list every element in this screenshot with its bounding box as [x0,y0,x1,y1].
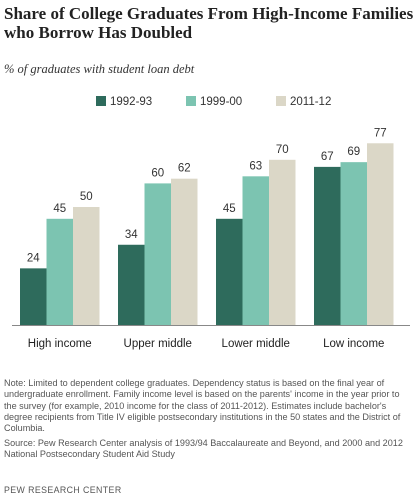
legend-label-1992-93: 1992-93 [110,96,152,108]
legend-swatch-2011-12 [276,96,286,106]
data-label-high-income-1999-00: 45 [53,203,66,215]
bar-high-income-1999-00 [46,218,73,325]
bar-upper-middle-2011-12 [171,178,198,325]
bar-lower-middle-2011-12 [269,159,296,325]
legend-swatch-1999-00 [186,96,196,106]
brand-name: PEW RESEARCH CENTER [4,485,122,495]
bar-lower-middle-1992-93 [216,218,243,325]
bar-chart: 1992-93 1999-00 2011-12 24 45 50 High income 34… [12,96,410,350]
data-label-lower-middle-1999-00: 63 [249,160,262,172]
bar-low-income-1992-93 [314,166,341,325]
legend-swatch-1992-93 [96,96,106,106]
category-label-lower-middle: Lower middle [222,338,290,350]
bar-upper-middle-1999-00 [144,183,171,325]
legend-label-2011-12: 2011-12 [290,96,331,108]
data-label-upper-middle-2011-12: 62 [178,163,191,175]
chart-note: Note: Limited to dependent college gradu… [4,378,401,434]
chart-source: Source: Pew Research Center analysis of … [4,438,403,460]
data-label-low-income-1999-00: 69 [347,146,360,158]
bar-low-income-1999-00 [340,162,367,325]
bar-high-income-2011-12 [73,207,100,325]
legend-label-1999-00: 1999-00 [200,96,242,108]
chart-subtitle: % of graduates with student loan debt [4,62,195,76]
data-label-low-income-2011-12: 77 [374,127,387,139]
data-label-lower-middle-1992-93: 45 [223,203,236,215]
data-label-upper-middle-1999-00: 60 [151,167,164,179]
bar-low-income-2011-12 [367,143,394,325]
category-label-high-income: High income [28,338,92,350]
category-label-upper-middle: Upper middle [124,338,192,350]
bar-lower-middle-1999-00 [242,176,269,325]
chart-title: Share of College Graduates From High-Inc… [4,4,414,42]
bar-high-income-1992-93 [20,268,47,325]
data-label-upper-middle-1992-93: 34 [125,229,138,241]
data-label-high-income-1992-93: 24 [27,252,40,264]
bar-upper-middle-1992-93 [118,244,145,325]
category-label-low-income: Low income [323,338,384,350]
data-label-lower-middle-2011-12: 70 [276,144,289,156]
data-label-high-income-2011-12: 50 [80,191,93,203]
data-label-low-income-1992-93: 67 [321,151,334,163]
